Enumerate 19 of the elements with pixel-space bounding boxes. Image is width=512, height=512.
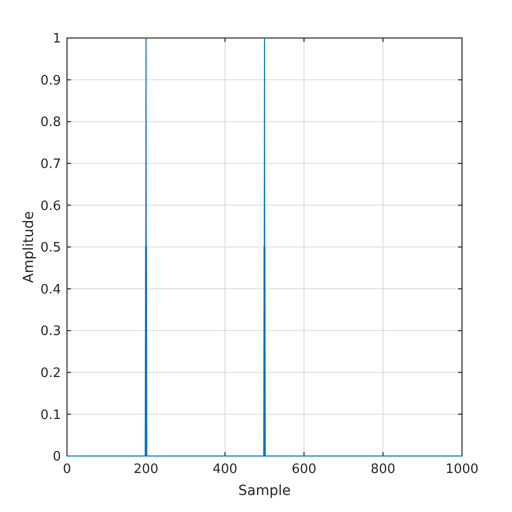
y-tick-label: 0.4 <box>40 282 61 298</box>
y-tick-label: 0.1 <box>40 408 61 423</box>
x-axis-title: Sample <box>238 483 291 499</box>
x-tick-label: 1000 <box>445 462 479 477</box>
x-tick-label: 800 <box>370 462 396 477</box>
x-tick-label: 200 <box>134 462 158 477</box>
x-tick-label: 600 <box>292 462 316 477</box>
y-tick-label: 0.9 <box>40 73 61 88</box>
y-tick-label: 1 <box>52 32 61 47</box>
y-tick-label: 0.5 <box>40 240 61 256</box>
y-axis-title: Amplitude <box>21 211 37 283</box>
y-tick-label: 0.3 <box>40 324 61 340</box>
y-tick-label: 0.8 <box>40 115 61 130</box>
y-tick-label: 0.6 <box>40 198 61 214</box>
x-tick-label: 400 <box>212 462 238 477</box>
y-tick-label: 0.7 <box>40 156 61 172</box>
y-tick-label: 0 <box>52 450 61 465</box>
x-tick-label: 0 <box>62 462 72 477</box>
y-tick-label: 0.2 <box>40 366 61 381</box>
